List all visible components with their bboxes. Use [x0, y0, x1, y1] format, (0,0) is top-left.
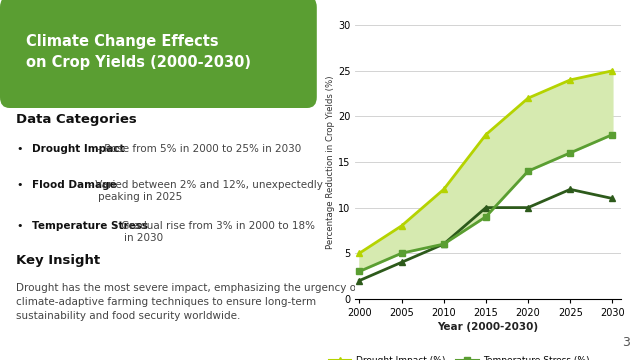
Text: •: •: [16, 221, 22, 231]
Text: Temperature Stress: Temperature Stress: [32, 221, 148, 231]
Text: Key Insight: Key Insight: [16, 254, 100, 267]
Text: •: •: [16, 144, 22, 154]
Y-axis label: Percentage Reduction in Crop Yields (%): Percentage Reduction in Crop Yields (%): [326, 75, 335, 249]
FancyBboxPatch shape: [0, 0, 317, 108]
X-axis label: Year (2000-2030): Year (2000-2030): [437, 322, 539, 332]
Text: - Gradual rise from 3% in 2000 to 18%
    in 2030: - Gradual rise from 3% in 2000 to 18% in…: [111, 221, 316, 243]
Text: Drought has the most severe impact, emphasizing the urgency of
climate-adaptive : Drought has the most severe impact, emph…: [16, 283, 360, 321]
Text: - Rose from 5% in 2000 to 25% in 2030: - Rose from 5% in 2000 to 25% in 2030: [95, 144, 301, 154]
Text: Drought Impact: Drought Impact: [32, 144, 125, 154]
Text: Flood Damage: Flood Damage: [32, 180, 116, 190]
Legend: Drought Impact (%), Flood Damage (%), Temperature Stress (%): Drought Impact (%), Flood Damage (%), Te…: [325, 352, 593, 360]
Text: 3: 3: [623, 336, 630, 349]
Text: •: •: [16, 180, 22, 190]
Text: - Varied between 2% and 12%, unexpectedly
    peaking in 2025: - Varied between 2% and 12%, unexpectedl…: [85, 180, 323, 202]
Text: Climate Change Effects
on Crop Yields (2000-2030): Climate Change Effects on Crop Yields (2…: [26, 34, 251, 70]
Text: Data Categories: Data Categories: [16, 113, 137, 126]
